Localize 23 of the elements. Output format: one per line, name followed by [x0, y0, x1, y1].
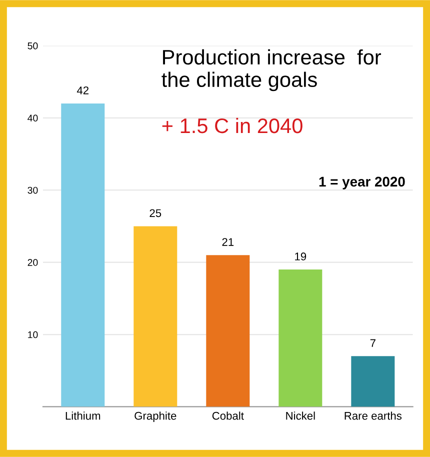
y-tick-label: 50 [28, 42, 38, 50]
bar [61, 103, 105, 407]
x-tick-label: Nickel [286, 412, 315, 420]
bar [278, 270, 322, 407]
data-label: 25 [150, 209, 162, 218]
y-tick-label: 40 [28, 114, 38, 122]
text: Production increase for the climate goals [162, 49, 382, 92]
bar [351, 356, 395, 407]
x-tick-label: Cobalt [212, 412, 244, 420]
x-tick-label: Graphite [134, 412, 176, 422]
y-tick-label: 30 [28, 186, 38, 194]
x-tick-label: Rare earths [344, 412, 402, 420]
text: + 1.5 C in 2040 [162, 118, 302, 134]
bar [206, 255, 250, 407]
data-label: 19 [295, 252, 306, 260]
y-tick-label: 10 [28, 331, 38, 338]
data-label: 21 [222, 238, 234, 246]
y-tick-label: 20 [28, 259, 38, 266]
bar [134, 226, 178, 407]
x-tick-label: Lithium [66, 412, 100, 420]
data-label: 42 [76, 86, 89, 94]
data-label: 7 [370, 339, 376, 347]
annotation: 1 = year 2020 [319, 176, 405, 190]
